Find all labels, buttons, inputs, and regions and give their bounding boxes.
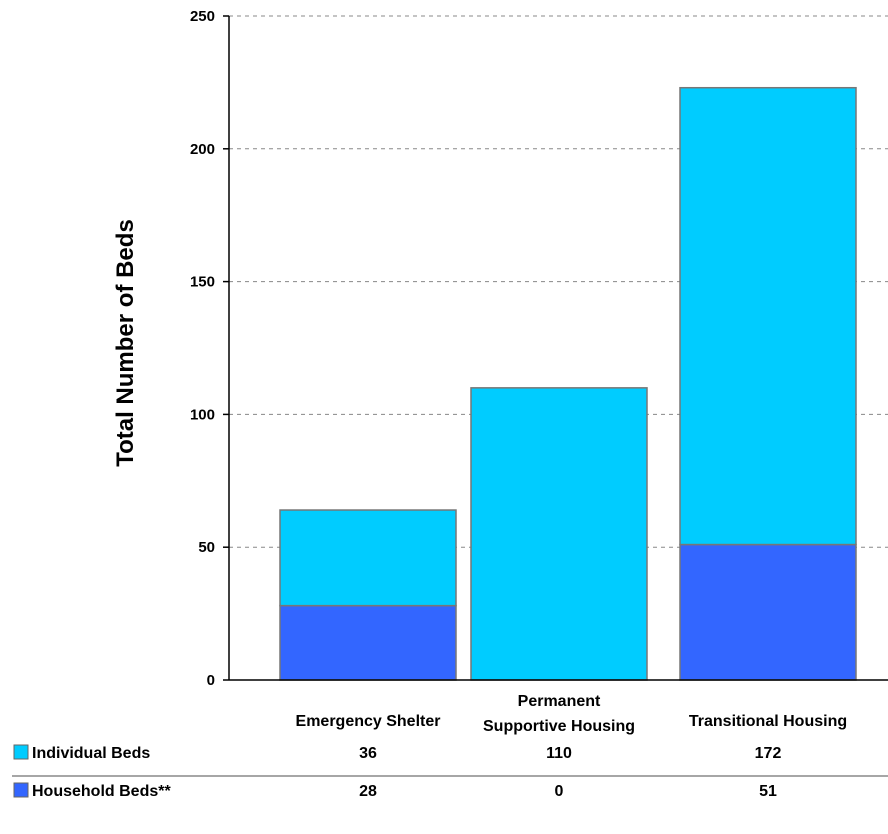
bar-segment	[279, 509, 457, 607]
y-tick-label: 150	[190, 274, 215, 291]
bar-segment	[679, 86, 857, 546]
y-tick-label: 200	[190, 141, 215, 158]
table-row-label: Individual Beds	[32, 745, 150, 762]
legend-swatch	[13, 782, 29, 798]
bars	[279, 86, 857, 681]
x-category-label: Emergency Shelter	[296, 713, 441, 730]
table-row-label: Household Beds**	[32, 783, 171, 800]
y-tick-label: 50	[198, 539, 215, 556]
table-cell-value: 172	[755, 745, 782, 762]
y-tick-label: 100	[190, 406, 215, 423]
table-cell-value: 110	[546, 745, 572, 762]
y-axis-label: Total Number of Beds	[112, 219, 139, 467]
legend-swatch	[13, 744, 29, 760]
y-tick-label: 0	[207, 672, 215, 689]
axes: 0 50 100 150 200 250 Emergency Shelter Permanen…	[190, 8, 888, 735]
table-cell-value: 0	[555, 783, 564, 800]
bar-segment	[470, 387, 648, 681]
table-cell-value: 28	[359, 783, 377, 800]
table-cell-value: 51	[759, 783, 777, 800]
bar-segment	[279, 604, 457, 681]
bar-segment	[679, 543, 857, 681]
y-tick-label: 250	[190, 8, 215, 25]
x-category-label: Permanent Supportive Housing	[483, 693, 635, 735]
table-cell-value: 36	[359, 745, 377, 762]
x-category-label: Transitional Housing	[689, 713, 847, 730]
data-table: Individual Beds 36 110 172 Household Beds** 2…	[12, 744, 888, 800]
